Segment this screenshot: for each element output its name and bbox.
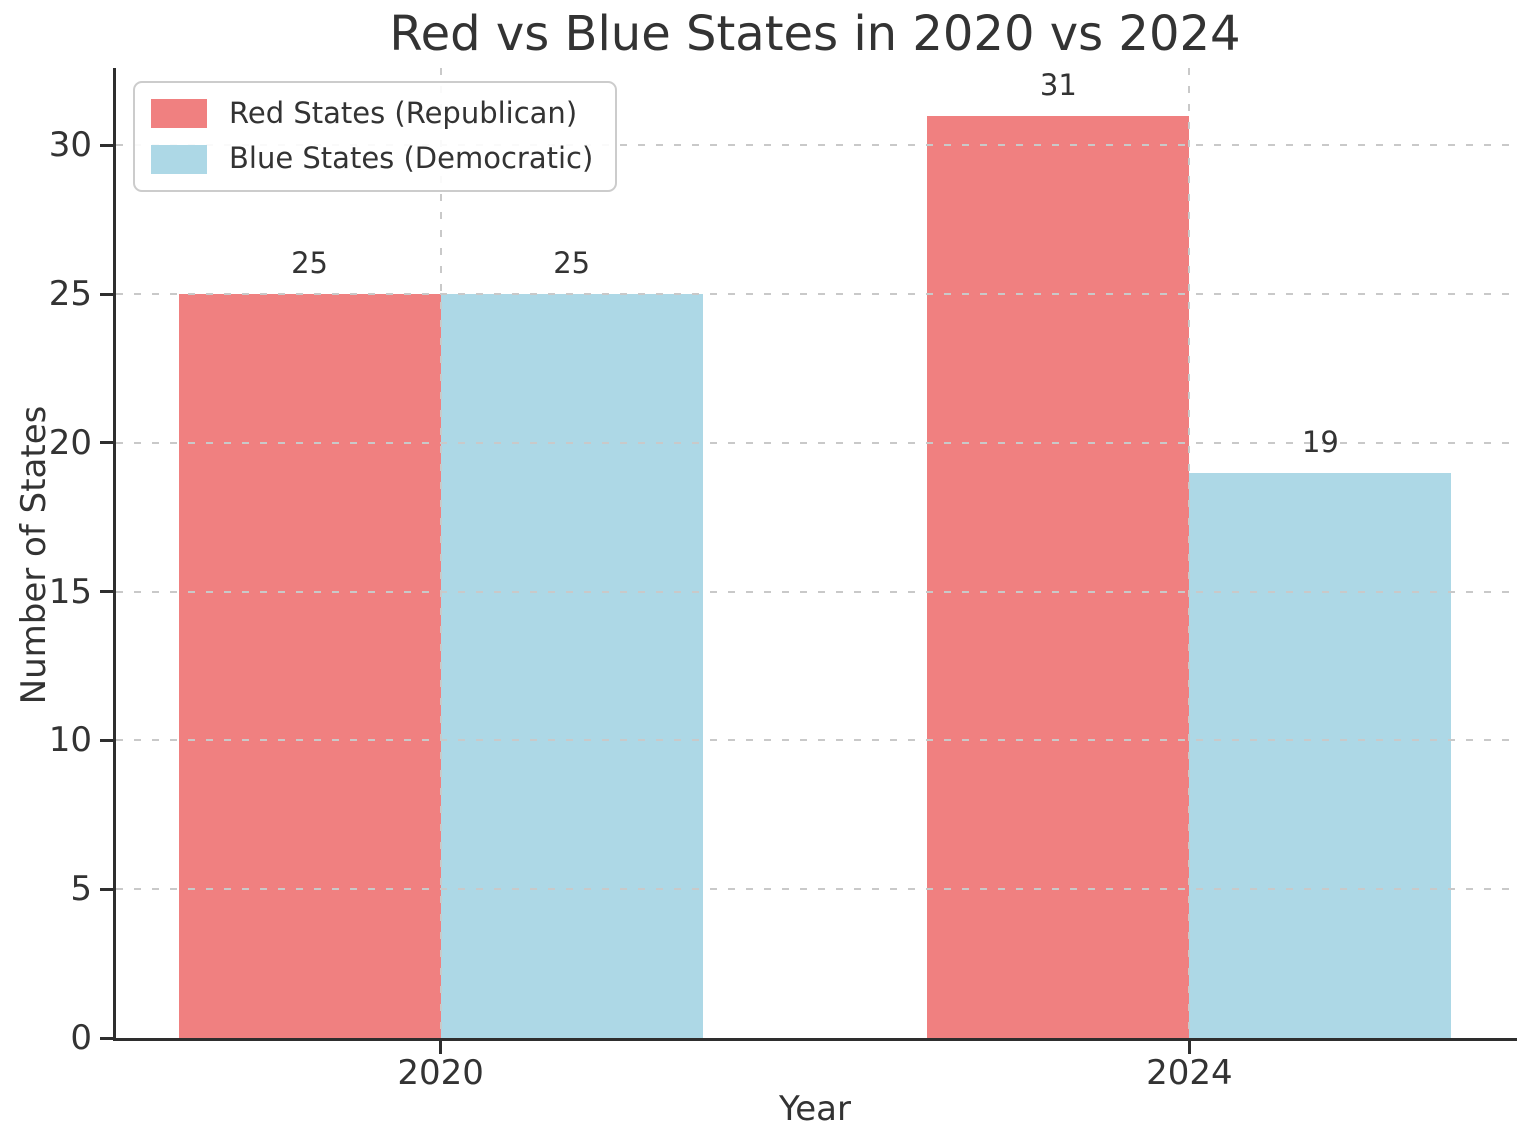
y-tick: [100, 441, 113, 445]
bar: [178, 294, 441, 1038]
legend-swatch-blue: [151, 144, 207, 174]
legend-label-red: Red States (Republican): [229, 96, 578, 130]
x-tick-label: 2024: [1146, 1053, 1233, 1093]
legend-item-red: Red States (Republican): [151, 96, 593, 130]
y-tick: [100, 292, 113, 296]
x-tick-label: 2020: [397, 1053, 484, 1093]
y-tick-label: 10: [48, 720, 92, 761]
y-tick-label: 25: [48, 274, 92, 315]
y-tick-label: 5: [70, 869, 92, 910]
bar-value-label: 31: [1039, 67, 1077, 102]
bar: [927, 115, 1190, 1038]
h-gridline: [116, 739, 1517, 742]
h-gridline: [116, 144, 1517, 147]
chart-title: Red vs Blue States in 2020 vs 2024: [389, 6, 1241, 62]
h-gridline: [116, 293, 1517, 296]
y-axis-label: Number of States: [14, 405, 54, 705]
legend-swatch-red: [151, 99, 207, 129]
h-gridline: [116, 441, 1517, 444]
x-tick: [1187, 1041, 1191, 1054]
y-tick: [100, 887, 113, 891]
bar-value-label: 25: [553, 246, 591, 281]
legend-item-blue: Blue States (Democratic): [151, 141, 594, 176]
bar-value-label: 25: [291, 246, 329, 281]
x-tick: [439, 1041, 443, 1054]
y-tick: [100, 1036, 113, 1040]
bar: [440, 294, 703, 1038]
y-tick: [100, 590, 113, 594]
bar-value-label: 19: [1301, 424, 1339, 459]
x-axis-label: Year: [779, 1089, 851, 1129]
y-tick: [100, 143, 113, 147]
y-tick-label: 15: [48, 571, 92, 612]
y-tick: [100, 738, 113, 742]
y-tick-label: 30: [48, 125, 92, 166]
y-tick-label: 20: [48, 422, 92, 463]
v-gridline: [1188, 68, 1191, 1038]
plot-area: Red States (Republican) Blue States (Dem…: [49, 67, 1517, 1090]
h-gridline: [116, 590, 1517, 593]
bar: [1189, 472, 1452, 1038]
y-tick-label: 0: [70, 1018, 92, 1058]
v-gridline: [439, 68, 442, 1038]
legend: Red States (Republican) Blue States (Dem…: [133, 81, 618, 192]
h-gridline: [116, 888, 1517, 891]
legend-label-blue: Blue States (Democratic): [229, 141, 594, 176]
